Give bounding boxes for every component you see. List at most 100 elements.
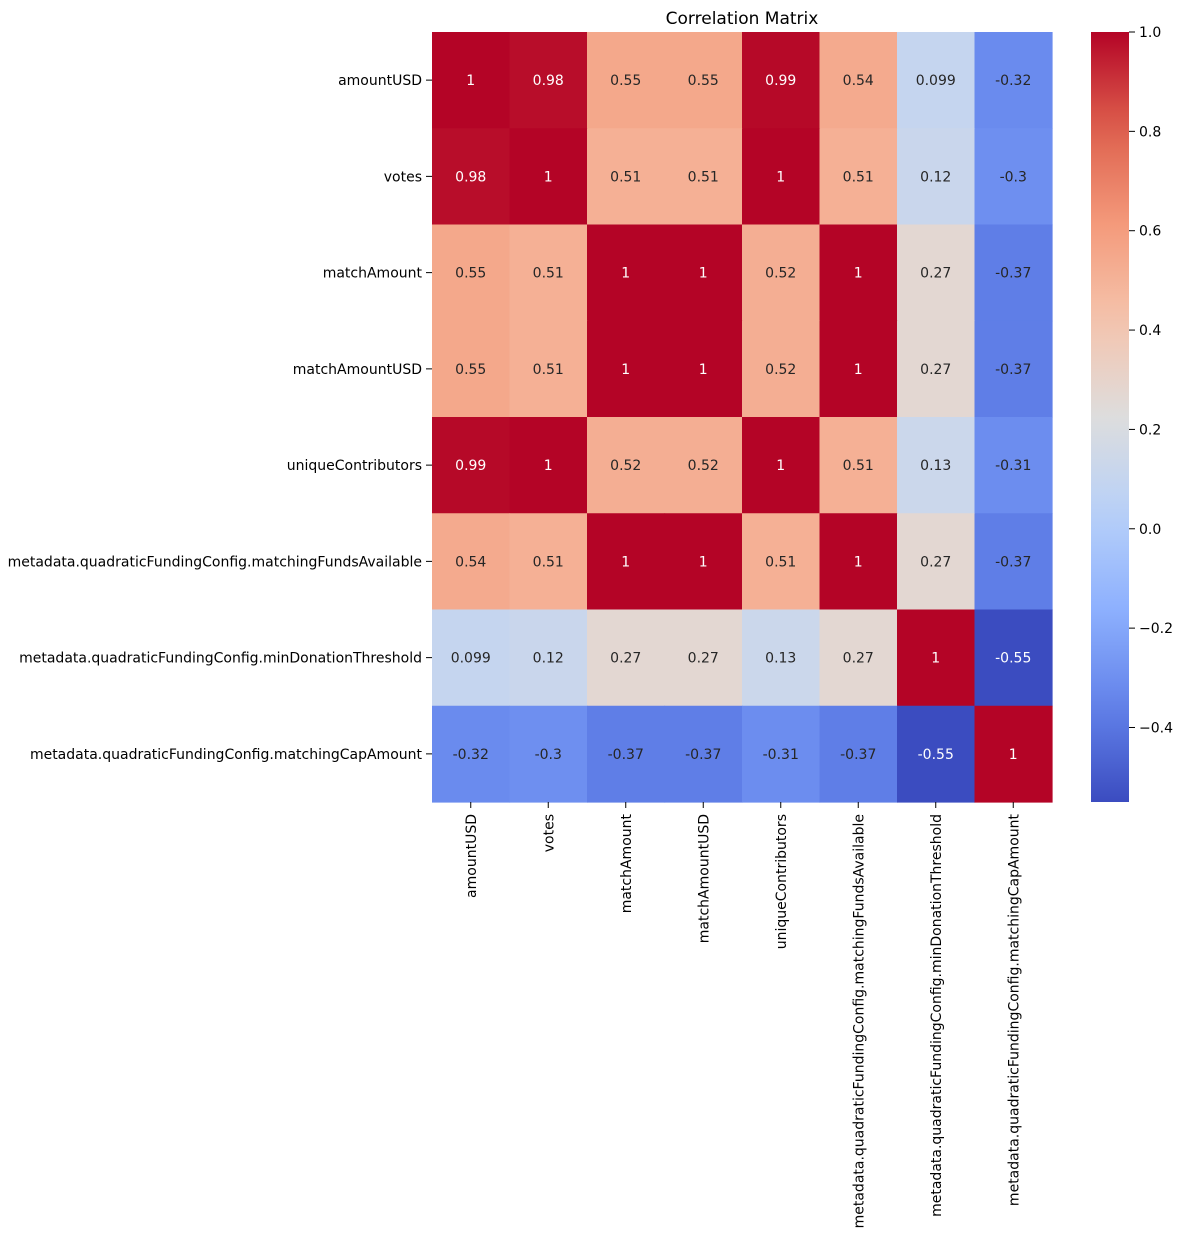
heatmap-cell [742,224,821,322]
colorbar-tick-label: −0.4 [1139,720,1173,736]
y-tick-label: amountUSD [338,73,422,89]
cell-value-label: 0.13 [765,651,796,667]
heatmap-cell [509,128,588,226]
heatmap-cell [974,513,1053,611]
heatmap-cell [587,609,666,707]
heatmap-cell [587,705,666,803]
cell-value-label: 0.99 [455,458,486,474]
x-axis: amountUSD votes matchAmount matchAmountUSD u… [464,802,1022,1228]
colorbar-tick-label: 0.2 [1139,422,1161,438]
y-tick-label: metadata.quadraticFundingConfig.minDonat… [19,651,422,667]
cell-value-label: -0.55 [995,651,1031,667]
heatmap-cell [664,320,743,418]
cell-value-label: 0.099 [916,73,956,89]
cell-value-label: 0.52 [688,458,719,474]
heatmap-cell [897,320,976,418]
colorbar-tick-label: 1.0 [1139,25,1161,41]
cell-value-label: 1 [544,169,553,185]
heatmap-cell [974,32,1053,129]
heatmap-cell [897,224,976,322]
heatmap-cell [819,320,898,418]
cell-value-label: -0.37 [608,747,644,763]
cell-value-label: 0.51 [533,362,564,378]
cell-value-label: 1 [776,458,785,474]
cell-value-label: 0.55 [610,73,641,89]
cell-value-label: -0.31 [995,458,1031,474]
cell-value-label: 0.12 [920,169,951,185]
heatmap-cell [509,513,588,611]
heatmap-cell [587,128,666,226]
heatmap-cell [742,609,821,707]
cell-value-label: -0.55 [918,747,954,763]
heatmap-cell [587,224,666,322]
cell-value-label: 1 [621,362,630,378]
cell-value-label: 0.51 [688,169,719,185]
y-tick-label: matchAmountUSD [293,362,422,378]
y-tick-label: matchAmount [323,266,423,282]
heatmap-cell [819,513,898,611]
y-tick-label: metadata.quadraticFundingConfig.matching… [8,554,422,570]
heatmap-cell [742,513,821,611]
heatmap-cell [897,32,976,129]
heatmap-cell [664,609,743,707]
cell-value-label: 0.54 [843,73,874,89]
heatmap-cell [819,609,898,707]
cell-value-label: -0.37 [840,747,876,763]
heatmap-cell [664,417,743,514]
heatmap-cell [897,128,976,226]
heatmap-cell [742,320,821,418]
cell-value-label: 1 [776,169,785,185]
cell-value-label: 0.099 [451,651,491,667]
heatmap-cell [587,320,666,418]
cell-value-label: -0.37 [995,554,1031,570]
heatmap-cell [509,224,588,322]
heatmap-cell [974,320,1053,418]
cell-value-label: 0.99 [765,73,796,89]
cell-value-label: 0.27 [920,554,951,570]
heatmap-cell [432,705,511,803]
chart-title: Correlation Matrix [666,9,819,29]
heatmap-cell [819,128,898,226]
cell-value-label: -0.3 [1000,169,1027,185]
heatmap-cell [587,513,666,611]
heatmap-cell [432,609,511,707]
heatmap-cell [509,705,588,803]
cell-value-label: 1 [544,458,553,474]
colorbar-tick-label: 0.6 [1139,224,1161,240]
cell-value-label: 0.51 [610,169,641,185]
cell-value-label: 0.13 [920,458,951,474]
heatmap-cell [742,32,821,129]
cell-value-label: 1 [854,554,863,570]
x-tick-label: metadata.quadraticFundingConfig.matching… [1006,813,1022,1206]
cell-value-label: -0.3 [535,747,562,763]
cell-value-label: 1 [699,362,708,378]
cell-value-label: 0.27 [610,651,641,667]
cell-value-label: 0.98 [455,169,486,185]
heatmap-cell [742,128,821,226]
heatmap-cell [974,417,1053,514]
cell-value-label: 1 [699,554,708,570]
heatmap-cell [432,32,511,129]
cell-value-label: 0.55 [455,362,486,378]
cell-value-label: 0.55 [688,73,719,89]
cell-value-label: -0.32 [453,747,489,763]
cell-value-label: -0.37 [685,747,721,763]
cell-value-label: 0.27 [920,266,951,282]
heatmap-cell [509,417,588,514]
x-tick-label: matchAmountUSD [696,814,712,943]
cell-value-label: 0.51 [533,554,564,570]
cell-value-label: 1 [1009,747,1018,763]
cell-value-label: 1 [854,362,863,378]
x-tick-label: metadata.quadraticFundingConfig.matching… [851,814,867,1228]
heatmap-cell [974,224,1053,322]
cell-value-label: -0.31 [763,747,799,763]
cell-value-label: 0.51 [843,458,874,474]
heatmap-cell [897,609,976,707]
heatmap-cell [897,513,976,611]
cell-value-label: 0.55 [455,266,486,282]
y-tick-label: uniqueContributors [287,458,422,474]
cell-value-label: 1 [699,266,708,282]
heatmap-cells [432,32,1053,803]
cell-value-label: 0.12 [533,651,564,667]
